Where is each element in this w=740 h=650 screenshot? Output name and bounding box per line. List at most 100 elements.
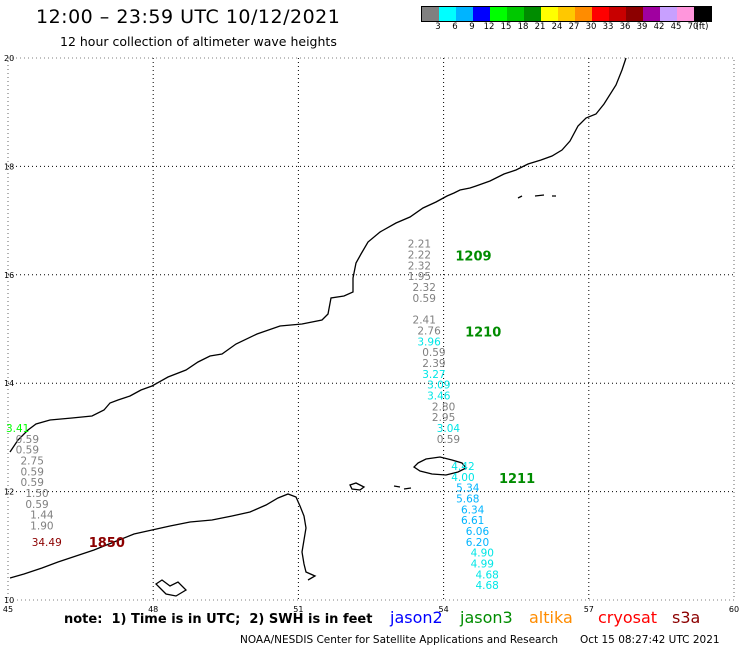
map-frame [7,57,735,601]
swh-value: 1.44 [30,510,54,522]
swh-value: 2.80 [432,401,455,413]
swh-value: 0.59 [422,347,445,359]
scale-label: (ft) [695,22,709,32]
swh-value: 0.59 [16,434,39,446]
scale-swatch [592,7,609,21]
swh-value: 2.75 [21,456,44,468]
scale-swatch [626,7,643,21]
color-scale-bar [421,6,712,22]
small-island-3 [403,487,412,490]
swh-value: 4.68 [475,569,498,581]
swh-value: 0.59 [16,445,39,457]
arabian-coastline [9,57,627,453]
swh-value: 0.59 [25,499,48,511]
swh-value: 0.59 [413,293,436,305]
swh-value: 2.95 [432,412,455,424]
swh-value: 3.41 [6,423,29,435]
kuria-muria-islands [517,194,556,199]
swh-value: 2.22 [408,250,431,262]
scale-swatch [456,7,473,21]
scale-label: 27 [568,22,580,32]
scale-swatch [507,7,524,21]
scale-label: 3 [435,22,441,32]
scale-swatch [660,7,677,21]
pass-time-label: 1211 [499,472,535,487]
swh-value: 3.46 [427,390,451,402]
lon-label: 60 [729,605,739,614]
scale-swatch [575,7,592,21]
scale-swatch [524,7,541,21]
lon-label: 45 [3,605,13,614]
scale-swatch [422,7,439,21]
pass-time-label: 1210 [465,325,501,340]
lat-label: 18 [4,162,14,171]
swh-value: 34.49 [32,537,62,549]
african-coastline [9,493,317,581]
coastline [9,57,627,597]
swh-value: 2.32 [413,282,436,294]
swh-value: 4.00 [451,472,474,484]
small-island-1 [349,482,366,491]
swh-value: 0.59 [437,434,460,446]
lon-label: 54 [439,605,449,614]
scale-label: 33 [602,22,614,32]
swh-value: 4.42 [451,461,474,473]
scale-label: 42 [653,22,665,32]
legend-cryosat: cryosat [598,608,658,627]
socotra-island [412,456,468,476]
swh-value: 1.95 [408,271,431,283]
wave-observations: 2.212.222.321.952.320.592.412.763.960.59… [6,239,499,592]
scale-label: 24 [551,22,563,32]
lat-label: 10 [4,596,14,605]
lat-label: 12 [4,488,14,497]
swh-value: 2.76 [417,325,441,337]
swh-value: 6.34 [461,504,485,516]
legend-altika: altika [529,608,573,627]
scale-label: 9 [469,22,475,32]
swh-value: 1.50 [25,488,48,500]
swh-value: 5.34 [456,483,480,495]
swh-value: 2.21 [408,239,431,251]
scale-swatch [677,7,694,21]
scale-swatch [473,7,490,21]
swh-value: 2.39 [422,358,445,370]
scale-label: 12 [483,22,495,32]
swh-value: 0.59 [21,477,44,489]
color-scale-labels: 3 6 9 12 15 18 21 24 27 30 33 36 39 42 45 70 (ft) [421,22,740,34]
scale-label: 70 [687,22,699,32]
scale-label: 15 [500,22,512,32]
swh-value: 3.04 [437,423,461,435]
scale-label: 18 [517,22,529,32]
pass-time-labels: 1209 1210 1211 1850 [89,250,535,551]
pass-time-label: 1209 [455,250,491,265]
scale-swatch [541,7,558,21]
lon-label: 48 [148,605,158,614]
scale-swatch [490,7,507,21]
scale-swatch [609,7,626,21]
swh-value: 0.59 [21,466,44,478]
small-island-2 [393,485,401,488]
swh-value: 2.41 [413,315,436,327]
legend-jason3: jason3 [460,608,513,627]
swh-value: 4.68 [475,580,498,592]
swh-value: 3.96 [417,336,441,348]
map-subtitle: 12 hour collection of altimeter wave hei… [60,34,337,49]
legend-s3a: s3a [672,608,701,627]
scale-label: 45 [670,22,682,32]
scale-label: 6 [452,22,458,32]
swh-value: 4.90 [471,548,494,560]
swh-value: 3.27 [422,369,445,381]
scale-label: 21 [534,22,546,32]
swh-value: 5.68 [456,493,479,505]
swh-value: 4.99 [471,558,494,570]
units-note: note: 1) Time is in UTC; 2) SWH is in fe… [64,612,373,627]
map-title: 12:00 – 23:59 UTC 10/12/2021 [36,6,341,28]
scale-label: 30 [585,22,597,32]
scale-swatch [439,7,456,21]
scale-swatch [558,7,575,21]
swh-value: 6.61 [461,515,484,527]
footer-agency: NOAA/NESDIS Center for Satellite Applica… [240,634,558,646]
scale-swatch [643,7,660,21]
